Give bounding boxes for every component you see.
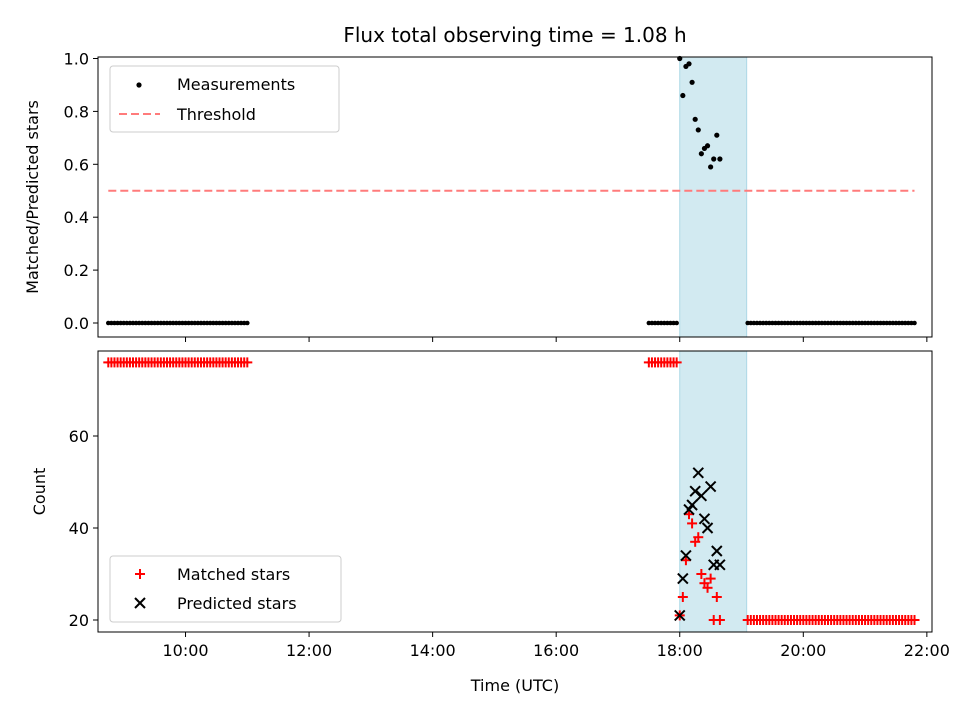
matched-star-marker — [693, 532, 704, 543]
marker-stroke — [677, 572, 689, 585]
y-tick-label: 40 — [69, 519, 89, 538]
observing-window-span — [679, 350, 748, 633]
y-tick-label: 0.6 — [64, 155, 89, 174]
predicted-star-marker — [689, 485, 701, 497]
x-tick-label: 22:00 — [904, 641, 950, 660]
legend-box — [109, 555, 342, 623]
predicted-star-marker — [686, 499, 698, 511]
matched-star-marker — [677, 592, 688, 602]
y-tick-label: 0.8 — [64, 102, 89, 121]
marker-stroke — [698, 513, 711, 525]
marker-stroke — [692, 467, 704, 479]
y-axis-label: Matched/Predicted stars — [23, 100, 42, 294]
measurement-point — [708, 164, 714, 170]
predicted-star-marker — [704, 480, 717, 493]
chart-panel-1: 0.0 0.2 0.4 0.6 0.8 1.0 Matched/Predicted star… — [23, 50, 933, 342]
matched-star-marker — [702, 582, 713, 593]
y-tick-label: 0.4 — [64, 208, 89, 227]
measurement-point — [692, 116, 698, 122]
marker-stroke — [701, 522, 714, 534]
observing-window-span — [679, 56, 748, 338]
marker-stroke — [689, 485, 701, 497]
measurement-point — [711, 156, 717, 162]
measurement-point — [698, 151, 704, 157]
x-tick-label: 18:00 — [657, 641, 703, 660]
predicted-star-marker — [695, 490, 708, 502]
measurement-point — [714, 132, 720, 138]
measurement-point — [695, 127, 701, 133]
marker-stroke — [695, 490, 708, 502]
legend-measurements-swatch — [136, 82, 142, 88]
measurement-point — [689, 79, 695, 85]
y-tick-label: 20 — [69, 611, 89, 630]
chart-title: Flux total observing time = 1.08 h — [343, 23, 686, 47]
x-tick-label: 12:00 — [286, 641, 332, 660]
marker-stroke — [686, 499, 698, 511]
measurement-point — [680, 92, 686, 99]
y-tick-label: 0.0 — [64, 314, 89, 333]
x-tick-label: 10:00 — [162, 641, 208, 660]
y-tick-label: 60 — [69, 427, 89, 446]
legend-threshold-label: Threshold — [176, 105, 256, 124]
y-axis-label: Count — [30, 468, 49, 516]
measurement-point — [674, 320, 679, 326]
matched-star-marker — [714, 615, 725, 625]
axes-frame — [97, 56, 933, 338]
predicted-star-marker — [677, 572, 689, 585]
predicted-star-marker — [674, 609, 686, 622]
matched-star-marker — [711, 592, 722, 602]
x-tick-label: 14:00 — [410, 641, 456, 660]
matched-star-marker — [687, 518, 698, 529]
predicted-star-marker — [701, 522, 714, 534]
legend-matched-label: Matched stars — [177, 565, 290, 584]
predicted-star-marker — [698, 513, 711, 525]
marker-stroke — [714, 559, 726, 571]
measurement-point — [912, 320, 917, 326]
marker-stroke — [134, 597, 146, 609]
x-tick-label: 20:00 — [780, 641, 826, 660]
marker-stroke — [680, 549, 692, 562]
x-axis-label: Time (UTC) — [470, 676, 559, 695]
matched-star-marker — [135, 569, 145, 579]
measurement-point — [677, 55, 683, 62]
matched-star-marker — [696, 569, 707, 579]
predicted-star-marker — [134, 597, 146, 609]
chart-panel-2: 20 40 60 10:00 12:00 14:00 16:00 18:00 20:00 22:0… — [30, 350, 950, 660]
predicted-star-marker — [680, 549, 692, 562]
measurement-point — [244, 320, 250, 326]
x-tick-label: 16:00 — [533, 641, 579, 660]
legend-box — [109, 65, 340, 133]
legend-predicted-label: Predicted stars — [177, 594, 297, 613]
y-tick-label: 1.0 — [64, 50, 89, 69]
matched-star-marker — [671, 357, 682, 368]
measurement-point — [717, 156, 723, 162]
matched-star-marker — [705, 573, 716, 584]
predicted-star-marker — [711, 545, 723, 557]
measurement-point — [704, 143, 711, 149]
axes-frame — [97, 350, 933, 633]
matched-star-marker — [909, 615, 920, 625]
predicted-star-marker — [714, 559, 726, 571]
marker-stroke — [674, 609, 686, 622]
legend-measurements-label: Measurements — [177, 75, 295, 94]
marker-stroke — [704, 480, 717, 493]
legend-panel-1: Measurements Threshold — [109, 65, 340, 133]
legend-panel-2: Matched stars Predicted stars — [109, 555, 342, 623]
predicted-star-marker — [692, 467, 704, 479]
y-tick-label: 0.2 — [64, 261, 89, 280]
matched-star-marker — [242, 357, 253, 368]
marker-stroke — [711, 545, 723, 557]
measurement-point — [686, 61, 692, 67]
